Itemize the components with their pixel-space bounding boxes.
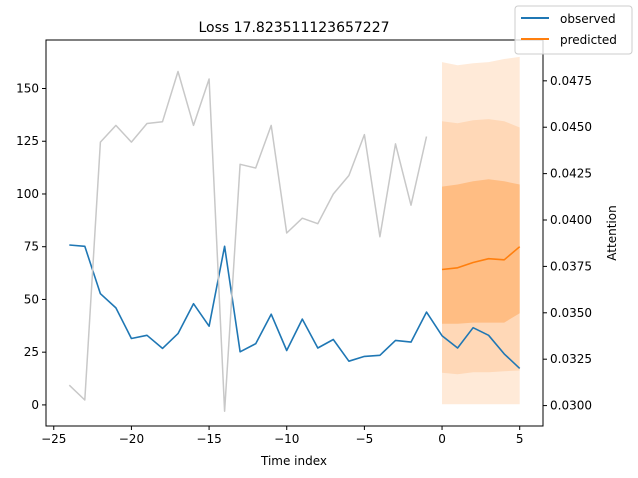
- y-tick-label: 50: [24, 292, 39, 306]
- legend: observed predicted: [514, 5, 633, 55]
- y-tick-label: 75: [24, 240, 39, 254]
- predicted-line: [441, 246, 521, 271]
- y-tick-label: 0: [31, 398, 39, 412]
- y2-tick-label: 0.0475: [550, 74, 592, 88]
- x-tick-label: −20: [119, 432, 144, 446]
- x-tick-label: −10: [274, 432, 299, 446]
- plot-area: [68, 56, 521, 412]
- x-tick-label: 0: [438, 432, 446, 446]
- axes-frame: [45, 39, 544, 427]
- y2-tick-label: 0.0425: [550, 167, 592, 181]
- y2-tick-label: 0.0300: [550, 399, 592, 413]
- y2-axis-label: Attention: [605, 205, 619, 260]
- attention-line: [68, 70, 428, 412]
- axes: −25 −20 −15 −10 −5 0 502550751001251500.03000.…: [16, 39, 592, 446]
- prediction-band-2: [442, 179, 520, 324]
- y-tick-label: 100: [16, 187, 39, 201]
- y2-tick-label: 0.0325: [550, 352, 592, 366]
- chart-title: Loss 17.823511123657227: [198, 20, 389, 36]
- x-tick-label: −25: [41, 432, 66, 446]
- x-axis-label: Time index: [260, 454, 327, 468]
- y-tick-label: 125: [16, 134, 39, 148]
- y2-tick-label: 0.0450: [550, 120, 592, 134]
- y2-tick-label: 0.0400: [550, 213, 592, 227]
- prediction-band-1: [442, 119, 520, 375]
- x-tick-label: 5: [516, 432, 524, 446]
- y2-tick-label: 0.0375: [550, 259, 592, 273]
- prediction-band-0: [442, 56, 520, 405]
- legend-observed-label: observed: [560, 12, 616, 26]
- x-tick-label: −15: [196, 432, 221, 446]
- legend-predicted-label: predicted: [560, 33, 617, 47]
- y-tick-label: 150: [16, 82, 39, 96]
- observed-line: [69, 244, 521, 369]
- y-tick-label: 25: [24, 345, 39, 359]
- x-tick-label: −5: [356, 432, 374, 446]
- y2-tick-label: 0.0350: [550, 306, 592, 320]
